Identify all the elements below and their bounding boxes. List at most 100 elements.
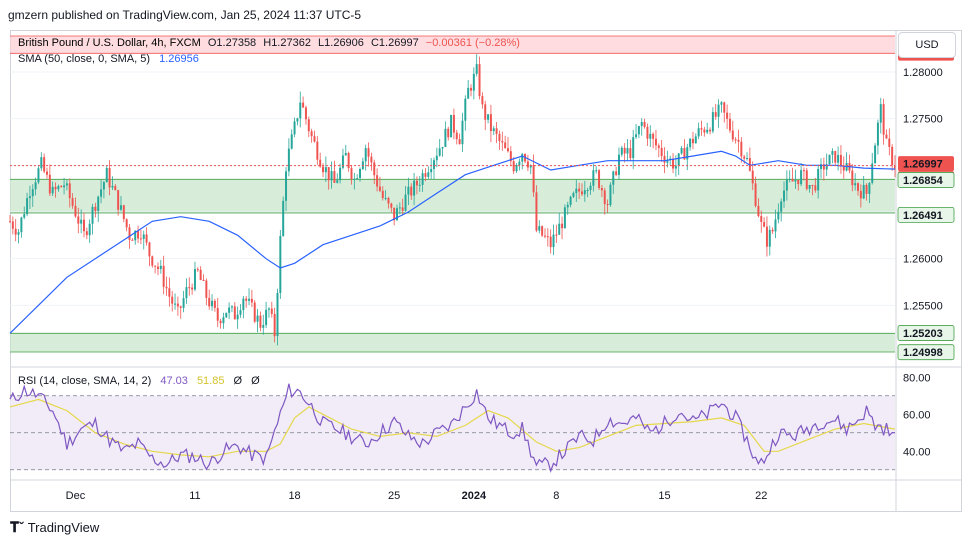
candle-body-242 — [697, 128, 700, 137]
candle-body-131 — [381, 190, 384, 199]
candle-body-255 — [734, 139, 737, 141]
candle-body-2 — [14, 228, 17, 235]
candle-body-192 — [555, 234, 558, 236]
candle-body-18 — [60, 186, 63, 188]
candle-body-220 — [635, 134, 638, 138]
candle-body-15 — [51, 186, 54, 194]
candle-body-230 — [663, 155, 666, 163]
candle-body-218 — [629, 148, 632, 159]
currency-button[interactable]: USD — [898, 32, 956, 58]
candle-body-285 — [820, 164, 823, 169]
candle-body-62 — [185, 287, 188, 299]
candle-body-114 — [333, 171, 336, 183]
candle-body-279 — [802, 170, 805, 172]
candle-body-85 — [250, 298, 253, 303]
candle-body-45 — [137, 230, 140, 239]
candle-body-278 — [800, 170, 803, 185]
candle-body-133 — [387, 197, 390, 204]
candles — [9, 54, 896, 346]
candle-body-13 — [46, 171, 48, 175]
candle-body-48 — [145, 234, 148, 243]
candle-body-164 — [475, 64, 478, 74]
candle-body-272 — [783, 190, 786, 202]
candle-body-56 — [168, 288, 171, 297]
candle-body-237 — [683, 148, 686, 160]
candle-body-159 — [461, 120, 464, 145]
footer-brand[interactable]: 𝐓ˇ TradingView — [10, 519, 99, 536]
candle-body-197 — [569, 196, 572, 205]
candle-body-29 — [91, 206, 94, 224]
candle-body-25 — [80, 219, 83, 224]
candle-body-129 — [376, 175, 379, 187]
candle-body-76 — [225, 312, 228, 318]
symbol-title[interactable]: British Pound / U.S. Dollar, 4h, FXCM O1… — [18, 37, 520, 49]
candle-body-253 — [728, 118, 731, 131]
price-label-1: 1.26997 — [903, 159, 943, 171]
candle-body-102 — [299, 102, 302, 119]
candle-body-20 — [65, 183, 68, 186]
candle-body-154 — [447, 128, 450, 138]
candle-body-182 — [526, 161, 529, 168]
candle-body-281 — [808, 184, 811, 189]
candle-body-203 — [586, 190, 589, 192]
candle-body-208 — [600, 187, 603, 191]
rsi-legend[interactable]: RSI (14, close, SMA, 14, 2) 47.03 51.85 … — [18, 375, 260, 387]
candle-body-60 — [179, 306, 182, 308]
rsi-label: RSI (14, close, SMA, 14, 2) — [18, 375, 151, 387]
candle-body-134 — [390, 203, 393, 208]
price-zones — [10, 35, 895, 353]
candle-body-120 — [350, 168, 353, 180]
candle-body-171 — [495, 128, 498, 134]
time-tick-2: 18 — [288, 490, 300, 502]
candle-body-202 — [583, 190, 586, 195]
candle-body-122 — [356, 178, 359, 180]
candle-body-74 — [219, 320, 222, 324]
candle-body-275 — [791, 178, 794, 182]
candle-body-259 — [746, 158, 749, 160]
candle-body-92 — [270, 308, 273, 314]
candle-body-121 — [353, 178, 356, 180]
candle-body-172 — [498, 133, 501, 141]
candle-body-33 — [102, 182, 105, 190]
candle-body-138 — [401, 207, 404, 211]
candle-body-94 — [276, 292, 279, 337]
candle-body-250 — [720, 102, 723, 105]
candle-body-169 — [489, 114, 492, 132]
candle-body-226 — [652, 133, 655, 139]
candle-body-83 — [245, 298, 248, 301]
candle-body-110 — [322, 166, 325, 173]
candle-body-95 — [279, 235, 282, 293]
candle-body-239 — [689, 138, 692, 148]
rsi-empty-1: Ø — [234, 375, 243, 387]
candle-body-82 — [242, 298, 245, 311]
candle-body-265 — [763, 222, 766, 227]
candle-body-224 — [646, 126, 649, 139]
candle-body-44 — [134, 230, 137, 241]
price-label-6: 1.24998 — [903, 347, 943, 359]
candle-body-108 — [316, 141, 319, 160]
candle-body-300 — [862, 184, 865, 199]
candle-body-247 — [711, 112, 714, 132]
rsi-line — [9, 383, 896, 474]
candle-body-204 — [589, 185, 592, 191]
ohlc-open: O1.27358 — [208, 37, 256, 49]
candle-body-97 — [285, 171, 288, 201]
candle-body-4 — [20, 217, 23, 233]
candle-body-257 — [740, 141, 743, 157]
candle-body-148 — [430, 169, 433, 173]
candle-body-175 — [506, 148, 509, 152]
candle-body-1 — [11, 221, 14, 229]
candle-body-215 — [620, 147, 623, 155]
candle-body-263 — [757, 205, 760, 217]
candle-body-77 — [228, 307, 231, 313]
price-tick-1: 1.27500 — [903, 114, 943, 126]
sma-legend[interactable]: SMA (50, close, 0, SMA, 5) 1.26956 — [18, 53, 199, 65]
candle-body-151 — [438, 148, 441, 156]
candle-body-298 — [857, 183, 859, 191]
candle-body-144 — [418, 184, 421, 186]
price-label-bg-1 — [898, 156, 954, 172]
candle-body-264 — [760, 216, 763, 223]
candle-body-39 — [119, 205, 122, 210]
candle-body-292 — [839, 154, 842, 166]
